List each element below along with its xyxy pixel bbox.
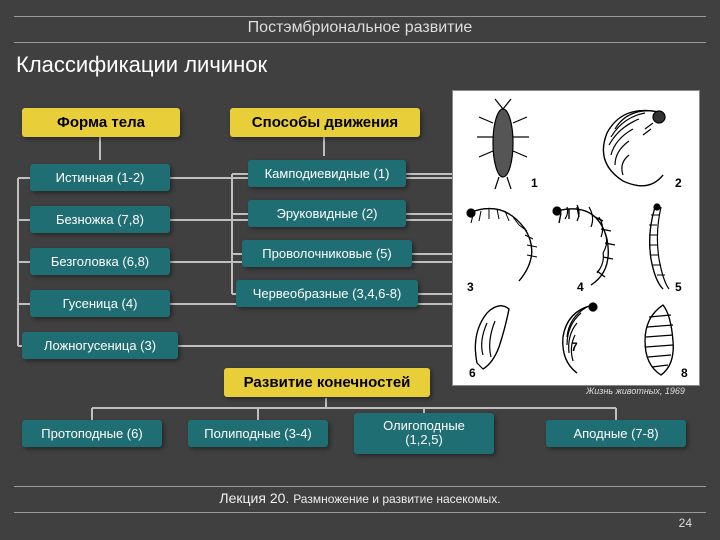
body-shape-item: Ложногусеница (3): [22, 332, 178, 359]
page-title: Классификации личинок: [16, 52, 267, 78]
movement-item: Камподиевидные (1): [248, 160, 406, 187]
svg-text:5: 5: [675, 280, 682, 294]
svg-text:8: 8: [681, 366, 688, 380]
lecture-footer: Лекция 20. Размножение и развитие насеко…: [0, 490, 720, 506]
larva-figure-panel: 1 2 3 4 5 6 7 8: [452, 90, 700, 386]
svg-text:6: 6: [469, 366, 476, 380]
limb-item: Олигоподные(1,2,5): [354, 413, 494, 454]
page-number: 24: [679, 516, 692, 530]
body-shape-item: Безголовка (6,8): [30, 248, 170, 275]
header-limb-dev: Развитие конечностей: [224, 368, 430, 397]
body-shape-item: Безножка (7,8): [30, 206, 170, 233]
figure-caption: Жизнь животных, 1969: [586, 386, 685, 396]
svg-text:7: 7: [571, 340, 578, 354]
body-shape-item: Истинная (1-2): [30, 164, 170, 191]
movement-item: Проволочниковые (5): [242, 240, 412, 267]
limb-item: Аподные (7-8): [546, 420, 686, 447]
header-movement: Способы движения: [230, 108, 420, 137]
svg-text:4: 4: [577, 280, 584, 294]
header-body-shape: Форма тела: [22, 108, 180, 137]
svg-text:1: 1: [531, 176, 538, 190]
limb-item: Протоподные (6): [22, 420, 162, 447]
svg-text:2: 2: [675, 176, 682, 190]
movement-item: Червеобразные (3,4,6-8): [236, 280, 418, 307]
movement-item: Эруковидные (2): [248, 200, 406, 227]
section-title: Постэмбриональное развитие: [0, 19, 720, 37]
limb-item: Полиподные (3-4): [188, 420, 328, 447]
body-shape-item: Гусеница (4): [30, 290, 170, 317]
svg-text:3: 3: [467, 280, 474, 294]
